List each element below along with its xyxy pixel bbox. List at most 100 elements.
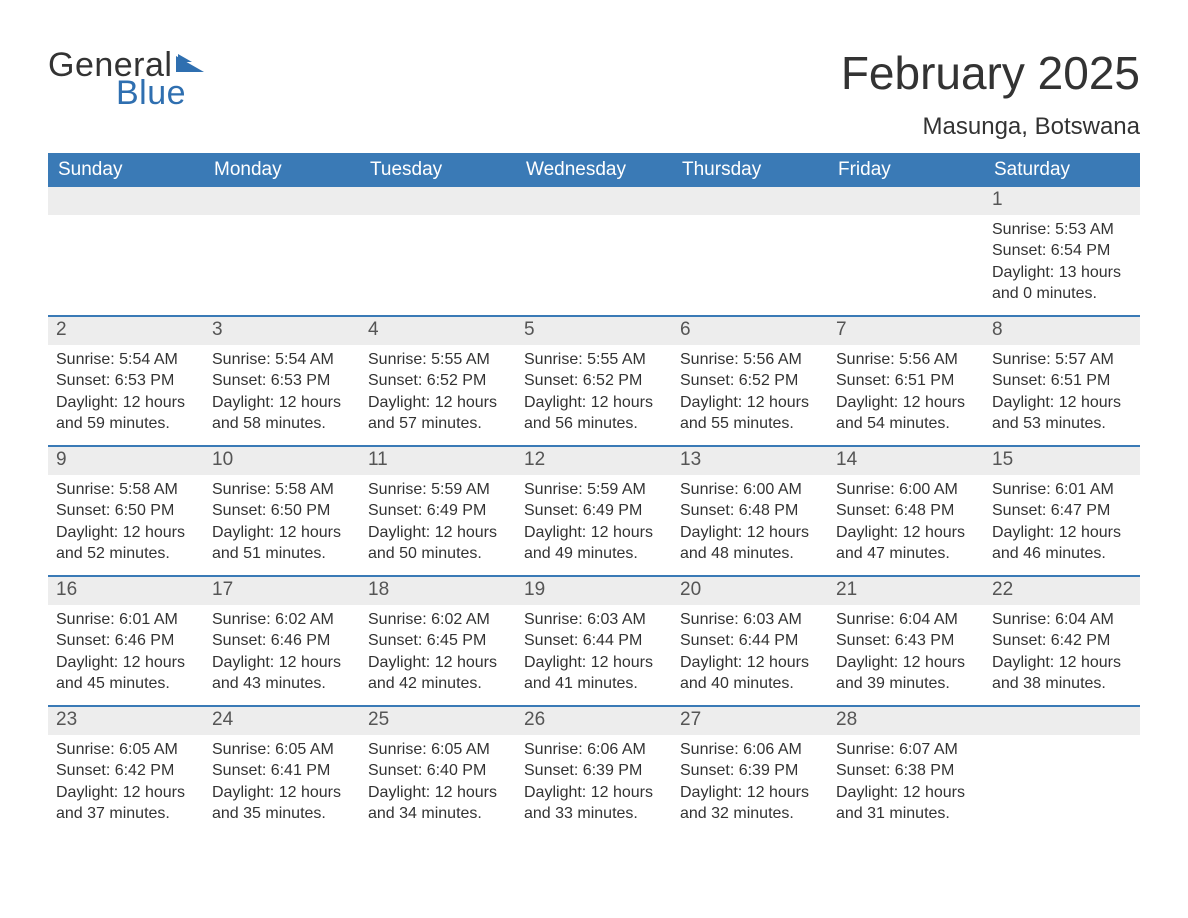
day-info-line: Daylight: 12 hours and 46 minutes. [992, 522, 1132, 565]
day-info-line: Daylight: 12 hours and 32 minutes. [680, 782, 820, 825]
day-cell: Sunrise: 5:57 AMSunset: 6:51 PMDaylight:… [984, 345, 1140, 443]
day-info-line: Sunset: 6:40 PM [368, 760, 508, 782]
day-body: Sunrise: 6:01 AMSunset: 6:47 PMDaylight:… [992, 475, 1132, 565]
day-info-line: Sunrise: 5:55 AM [368, 349, 508, 371]
day-body: Sunrise: 5:59 AMSunset: 6:49 PMDaylight:… [524, 475, 664, 565]
day-info-line: Daylight: 12 hours and 48 minutes. [680, 522, 820, 565]
weekday-header: Monday [204, 153, 360, 187]
day-info-line: Sunrise: 6:02 AM [212, 609, 352, 631]
day-body: Sunrise: 6:02 AMSunset: 6:46 PMDaylight:… [212, 605, 352, 695]
day-info-line: Sunset: 6:42 PM [56, 760, 196, 782]
day-body: Sunrise: 5:54 AMSunset: 6:53 PMDaylight:… [212, 345, 352, 435]
day-info-line: Daylight: 12 hours and 52 minutes. [56, 522, 196, 565]
day-info-line: Daylight: 12 hours and 31 minutes. [836, 782, 976, 825]
day-cell: Sunrise: 5:54 AMSunset: 6:53 PMDaylight:… [204, 345, 360, 443]
weekday-header: Sunday [48, 153, 204, 187]
day-info-line: Daylight: 12 hours and 54 minutes. [836, 392, 976, 435]
day-cell: Sunrise: 5:54 AMSunset: 6:53 PMDaylight:… [48, 345, 204, 443]
day-body: Sunrise: 6:06 AMSunset: 6:39 PMDaylight:… [524, 735, 664, 825]
day-body [680, 215, 820, 219]
day-cell: Sunrise: 6:03 AMSunset: 6:44 PMDaylight:… [516, 605, 672, 703]
day-info-line: Sunrise: 5:56 AM [680, 349, 820, 371]
day-info-line: Sunset: 6:48 PM [836, 500, 976, 522]
day-body: Sunrise: 5:57 AMSunset: 6:51 PMDaylight:… [992, 345, 1132, 435]
week-row: 16171819202122 Sunrise: 6:01 AM Sunset: 6:… [48, 575, 1140, 705]
day-body: Sunrise: 5:56 AMSunset: 6:51 PMDaylight:… [836, 345, 976, 435]
weekday-header: Wednesday [516, 153, 672, 187]
week-row: 2345678Sunrise: 5:54 AMSunset: 6:53 PMDa… [48, 315, 1140, 445]
day-info-line: Sunset: 6:41 PM [212, 760, 352, 782]
day-number-band: 1 [48, 187, 1140, 215]
day-info-line: Daylight: 12 hours and 56 minutes. [524, 392, 664, 435]
day-info-line: Daylight: 12 hours and 33 minutes. [524, 782, 664, 825]
day-body: Sunrise: 6:00 AMSunset: 6:48 PMDaylight:… [836, 475, 976, 565]
day-info-line: Sunset: 6:48 PM [680, 500, 820, 522]
day-info-line: Sunset: 6:39 PM [680, 760, 820, 782]
day-number: 1 [984, 187, 1140, 215]
day-info-line: Sunrise: 6:03 AM [524, 609, 664, 631]
day-info-line: Sunrise: 5:57 AM [992, 349, 1132, 371]
day-number: 27 [672, 707, 828, 735]
day-info-line: Daylight: 12 hours and 57 minutes. [368, 392, 508, 435]
day-cell: Sunrise: 6:04 AMSunset: 6:43 PMDaylight:… [828, 605, 984, 703]
day-info-line: Sunset: 6:46 PM [212, 630, 352, 652]
day-info-line: Sunrise: 5:55 AM [524, 349, 664, 371]
day-info-line: Sunrise: 6:06 AM [524, 739, 664, 761]
day-number: 18 [360, 577, 516, 605]
day-info-line: Sunset: 6:52 PM [368, 370, 508, 392]
day-number-band: 232425262728 [48, 707, 1140, 735]
day-number: 25 [360, 707, 516, 735]
week-row: 1Sunrise: 5:53 AMSunset: 6:54 PMDaylight… [48, 187, 1140, 315]
day-info-line: Daylight: 12 hours and 53 minutes. [992, 392, 1132, 435]
weekday-header-row: SundayMondayTuesdayWednesdayThursdayFrid… [48, 153, 1140, 187]
day-number: 5 [516, 317, 672, 345]
day-info-line: Sunset: 6:51 PM [992, 370, 1132, 392]
weekday-header: Friday [828, 153, 984, 187]
day-body: Sunrise: 6:05 AMSunset: 6:40 PMDaylight:… [368, 735, 508, 825]
weekday-header: Thursday [672, 153, 828, 187]
day-body: Sunrise: 5:56 AMSunset: 6:52 PMDaylight:… [680, 345, 820, 435]
day-number: 28 [828, 707, 984, 735]
logo: General Blue [48, 48, 206, 110]
day-body: Sunrise: 6:03 AMSunset: 6:44 PMDaylight:… [524, 605, 664, 695]
calendar-grid: SundayMondayTuesdayWednesdayThursdayFrid… [48, 153, 1140, 835]
day-info-line: Sunset: 6:53 PM [56, 370, 196, 392]
day-info-line: Sunrise: 6:07 AM [836, 739, 976, 761]
day-cell: Sunrise: 6:05 AMSunset: 6:42 PMDaylight:… [48, 735, 204, 833]
day-number: 13 [672, 447, 828, 475]
day-body: Sunrise: 6:05 AMSunset: 6:42 PMDaylight:… [56, 735, 196, 825]
header: General Blue February 2025 Masunga, Bots… [48, 48, 1140, 141]
day-body: Sunrise: 5:58 AMSunset: 6:50 PMDaylight:… [212, 475, 352, 565]
day-number: 4 [360, 317, 516, 345]
day-number-band: 2345678 [48, 317, 1140, 345]
day-body: Sunrise: 6:06 AMSunset: 6:39 PMDaylight:… [680, 735, 820, 825]
day-info-line: Sunrise: 6:06 AM [680, 739, 820, 761]
day-number: 23 [48, 707, 204, 735]
day-info-line: Daylight: 12 hours and 55 minutes. [680, 392, 820, 435]
day-info-line: Sunrise: 6:04 AM [992, 609, 1132, 631]
day-info-line: Sunset: 6:52 PM [524, 370, 664, 392]
day-info-line: Sunrise: 6:01 AM [56, 609, 196, 631]
day-info-line: Sunset: 6:47 PM [992, 500, 1132, 522]
day-body [212, 215, 352, 219]
day-number [516, 187, 672, 215]
day-info-line: Daylight: 12 hours and 59 minutes. [56, 392, 196, 435]
day-number: 2 [48, 317, 204, 345]
day-body: Sunrise: 5:59 AMSunset: 6:49 PMDaylight:… [368, 475, 508, 565]
day-cell: Sunrise: 5:56 AMSunset: 6:51 PMDaylight:… [828, 345, 984, 443]
day-info-line: Sunrise: 6:02 AM [368, 609, 508, 631]
day-info-line: Sunset: 6:45 PM [368, 630, 508, 652]
day-info-line: Sunset: 6:44 PM [524, 630, 664, 652]
day-info-line: Sunrise: 5:58 AM [56, 479, 196, 501]
day-info-line: Sunset: 6:49 PM [368, 500, 508, 522]
day-info-line: Sunset: 6:50 PM [56, 500, 196, 522]
day-cell: Sunrise: 6:06 AMSunset: 6:39 PMDaylight:… [672, 735, 828, 833]
day-cell: Sunrise: 6:00 AMSunset: 6:48 PMDaylight:… [828, 475, 984, 573]
day-info-line: Daylight: 12 hours and 43 minutes. [212, 652, 352, 695]
day-body [524, 215, 664, 219]
day-number-band: 16171819202122 [48, 577, 1140, 605]
day-info-line: Daylight: 12 hours and 35 minutes. [212, 782, 352, 825]
day-cell: Sunrise: 6:01 AMSunset: 6:47 PMDaylight:… [984, 475, 1140, 573]
day-info-line: Daylight: 12 hours and 58 minutes. [212, 392, 352, 435]
day-cell [984, 735, 1140, 833]
